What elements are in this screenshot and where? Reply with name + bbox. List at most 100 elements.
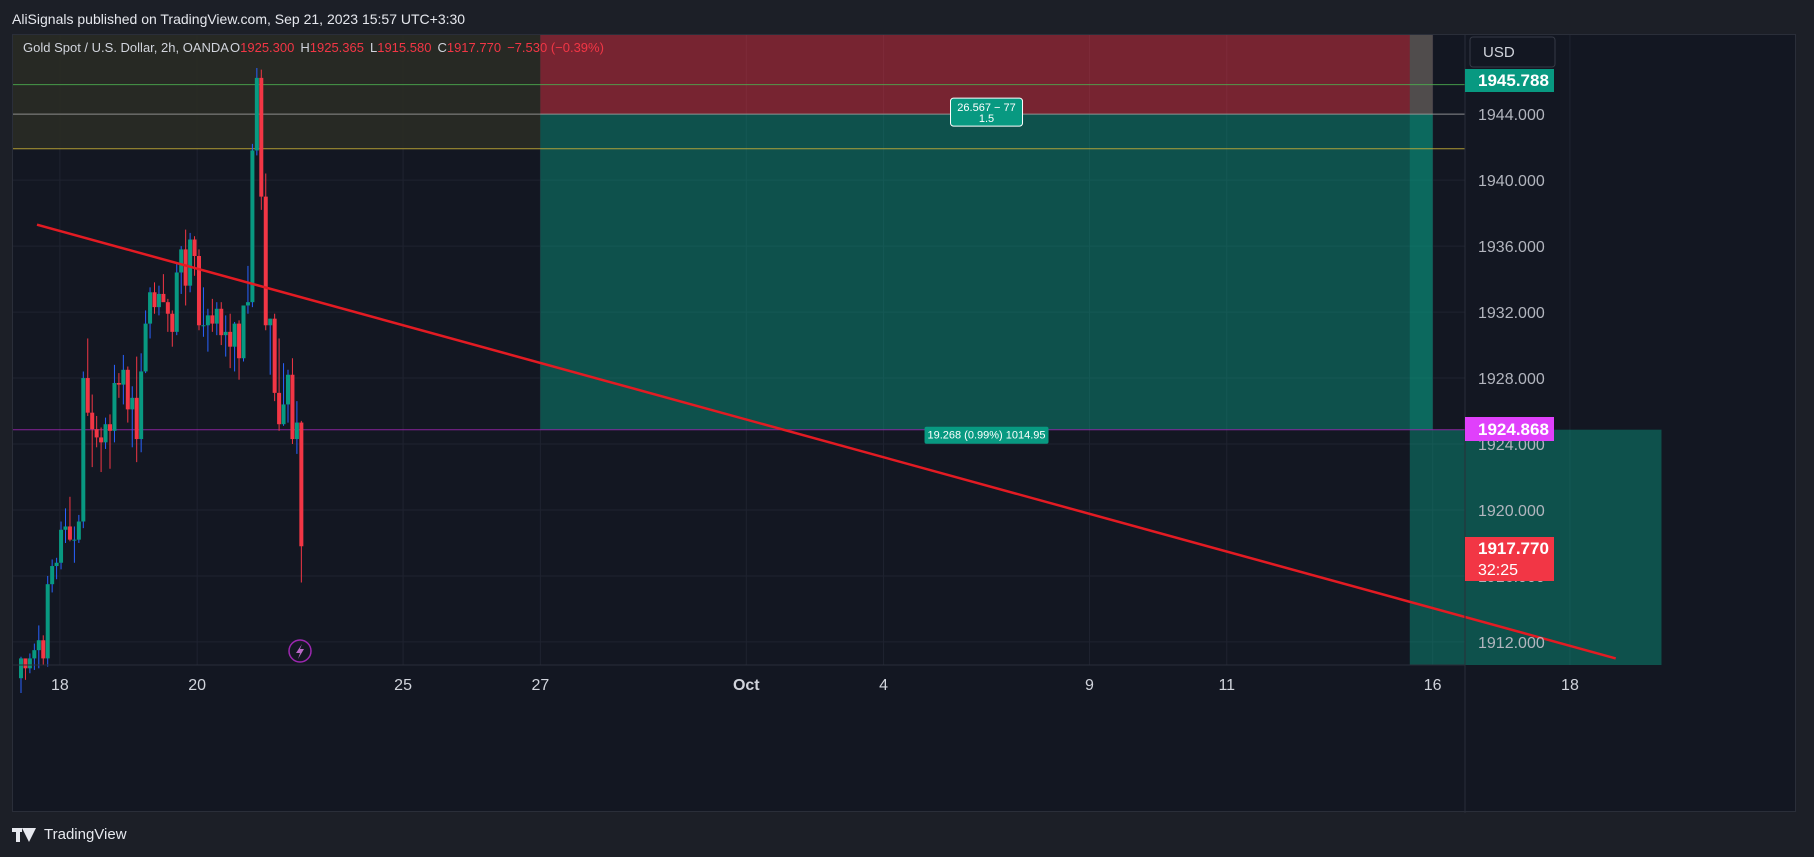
candle-body bbox=[67, 526, 72, 540]
last-price-tag: 1917.770 32:25 bbox=[1465, 537, 1554, 581]
currency-button[interactable]: USD bbox=[1469, 36, 1556, 68]
candle-body bbox=[36, 640, 41, 651]
bar-countdown: 32:25 bbox=[1478, 562, 1518, 579]
price-chart[interactable]: 26.567 − 771.5 19.268 (0.99%) 1014.95 Gol… bbox=[13, 35, 1797, 813]
event-marker[interactable] bbox=[288, 639, 312, 663]
candle-body bbox=[143, 323, 148, 372]
price-tick-label: 1924.000 bbox=[1478, 437, 1545, 454]
last-price-value: 1917.770 bbox=[1478, 539, 1549, 558]
footer-brand-label: TradingView bbox=[44, 826, 127, 843]
time-tick-label: 27 bbox=[531, 677, 549, 694]
price-tick-label: 1928.000 bbox=[1478, 371, 1545, 388]
entry-label-box bbox=[924, 426, 1049, 444]
position-overlap-band bbox=[1409, 35, 1433, 430]
tradingview-logo-icon bbox=[12, 827, 38, 842]
legend-ohlc: O1925.300 H1925.365 L1915.580 C1917.770 −7.5… bbox=[230, 40, 604, 55]
candle-body bbox=[112, 382, 117, 431]
candle-body bbox=[299, 422, 304, 547]
candle-body bbox=[223, 331, 228, 336]
price-tick-label: 1912.000 bbox=[1478, 635, 1545, 652]
legend-high-value: 1925.365 bbox=[310, 40, 364, 55]
candle-body bbox=[139, 371, 144, 440]
legend-change: −7.530 (−0.39%) bbox=[507, 40, 604, 55]
currency-label: USD bbox=[1483, 44, 1515, 61]
lightning-icon bbox=[296, 644, 304, 659]
legend-open-label: O bbox=[230, 40, 240, 55]
candle-body bbox=[27, 658, 32, 669]
time-tick-label: Oct bbox=[733, 677, 760, 694]
entry-price-tag: 1924.868 bbox=[1465, 417, 1554, 441]
candle-body bbox=[219, 308, 224, 336]
candle-body bbox=[134, 397, 139, 440]
tp-price-tag: 1945.788 bbox=[1465, 69, 1554, 92]
risk-reward-ratio: 1.5 bbox=[979, 113, 994, 125]
time-tick-label: 16 bbox=[1424, 677, 1442, 694]
candle-body bbox=[214, 308, 219, 324]
candle-body bbox=[263, 196, 268, 326]
legend-symbol: Gold Spot / U.S. Dollar, 2h, OANDA bbox=[23, 40, 229, 55]
time-tick-label: 18 bbox=[1561, 677, 1579, 694]
time-tick-label: 9 bbox=[1085, 677, 1094, 694]
candle-body bbox=[76, 521, 81, 540]
candle-body bbox=[197, 255, 201, 326]
legend-low-value: 1915.580 bbox=[377, 40, 431, 55]
price-tick-label: 1920.000 bbox=[1478, 503, 1545, 520]
price-tick-label: 1944.000 bbox=[1478, 107, 1545, 124]
candle-body bbox=[152, 292, 157, 308]
entry-price-value: 1924.868 bbox=[1478, 420, 1549, 439]
candle-body bbox=[210, 315, 215, 324]
trendline bbox=[36, 223, 1617, 660]
publisher-header: AliSignals published on TradingView.com,… bbox=[12, 11, 466, 27]
candle-body bbox=[192, 239, 197, 256]
time-tick-label: 20 bbox=[188, 677, 206, 694]
candle-body bbox=[179, 249, 184, 273]
candle-body bbox=[286, 374, 290, 405]
candle-body bbox=[94, 429, 99, 438]
price-tick-label: 1940.000 bbox=[1478, 173, 1545, 190]
price-axis[interactable]: 1912.0001916.0001920.0001924.0001928.000… bbox=[1478, 107, 1545, 652]
candle-body bbox=[63, 526, 68, 530]
candle-body bbox=[170, 313, 175, 332]
candle-body bbox=[237, 323, 242, 359]
candle-body bbox=[90, 412, 95, 430]
risk-reward-amount: 26.567 − 77 bbox=[957, 102, 1015, 114]
candle-body bbox=[245, 302, 250, 306]
candle-body bbox=[201, 325, 206, 327]
legend-open-value: 1925.300 bbox=[240, 40, 294, 55]
candle-body bbox=[72, 539, 77, 541]
price-tick-label: 1932.000 bbox=[1478, 305, 1545, 322]
candle-body bbox=[232, 323, 237, 347]
candle-body bbox=[259, 77, 264, 197]
footer-brand[interactable]: TradingView bbox=[12, 826, 127, 843]
candle-body bbox=[19, 658, 23, 679]
price-tick-label: 1936.000 bbox=[1478, 239, 1545, 256]
candle-body bbox=[130, 397, 135, 410]
take-profit-zone bbox=[540, 114, 1433, 430]
candle-body bbox=[161, 293, 166, 303]
position-labels: 26.567 − 771.5 19.268 (0.99%) 1014.95 bbox=[924, 97, 1049, 444]
candle-body bbox=[54, 562, 59, 567]
time-tick-label: 11 bbox=[1218, 677, 1235, 694]
legend-high-label: H bbox=[300, 40, 309, 55]
tp-price-value: 1945.788 bbox=[1478, 71, 1549, 90]
candle-body bbox=[50, 566, 55, 585]
candle-body bbox=[188, 239, 193, 286]
candle-body bbox=[108, 424, 112, 431]
candle-body bbox=[32, 650, 37, 659]
candlesticks bbox=[19, 67, 304, 694]
candle-body bbox=[156, 293, 161, 308]
time-axis[interactable]: 18 20 25 27 Oct 4 9 11 16 18 bbox=[51, 677, 1579, 694]
candle-body bbox=[294, 422, 299, 440]
candle-body bbox=[205, 315, 210, 326]
candle-body bbox=[272, 318, 277, 393]
candle-body bbox=[268, 318, 273, 326]
time-tick-label: 18 bbox=[51, 677, 69, 694]
candle-body bbox=[45, 584, 50, 659]
candle-body bbox=[290, 374, 295, 440]
candle-body bbox=[59, 529, 64, 563]
candle-body bbox=[228, 331, 233, 347]
range-shading bbox=[13, 35, 541, 149]
trendline-layer bbox=[36, 223, 1617, 660]
legend-close-value: 1917.770 bbox=[447, 40, 501, 55]
chart-frame[interactable]: 26.567 − 77 1.5 19.268 (0.99%) 1014.95 Gol… bbox=[12, 34, 1797, 813]
